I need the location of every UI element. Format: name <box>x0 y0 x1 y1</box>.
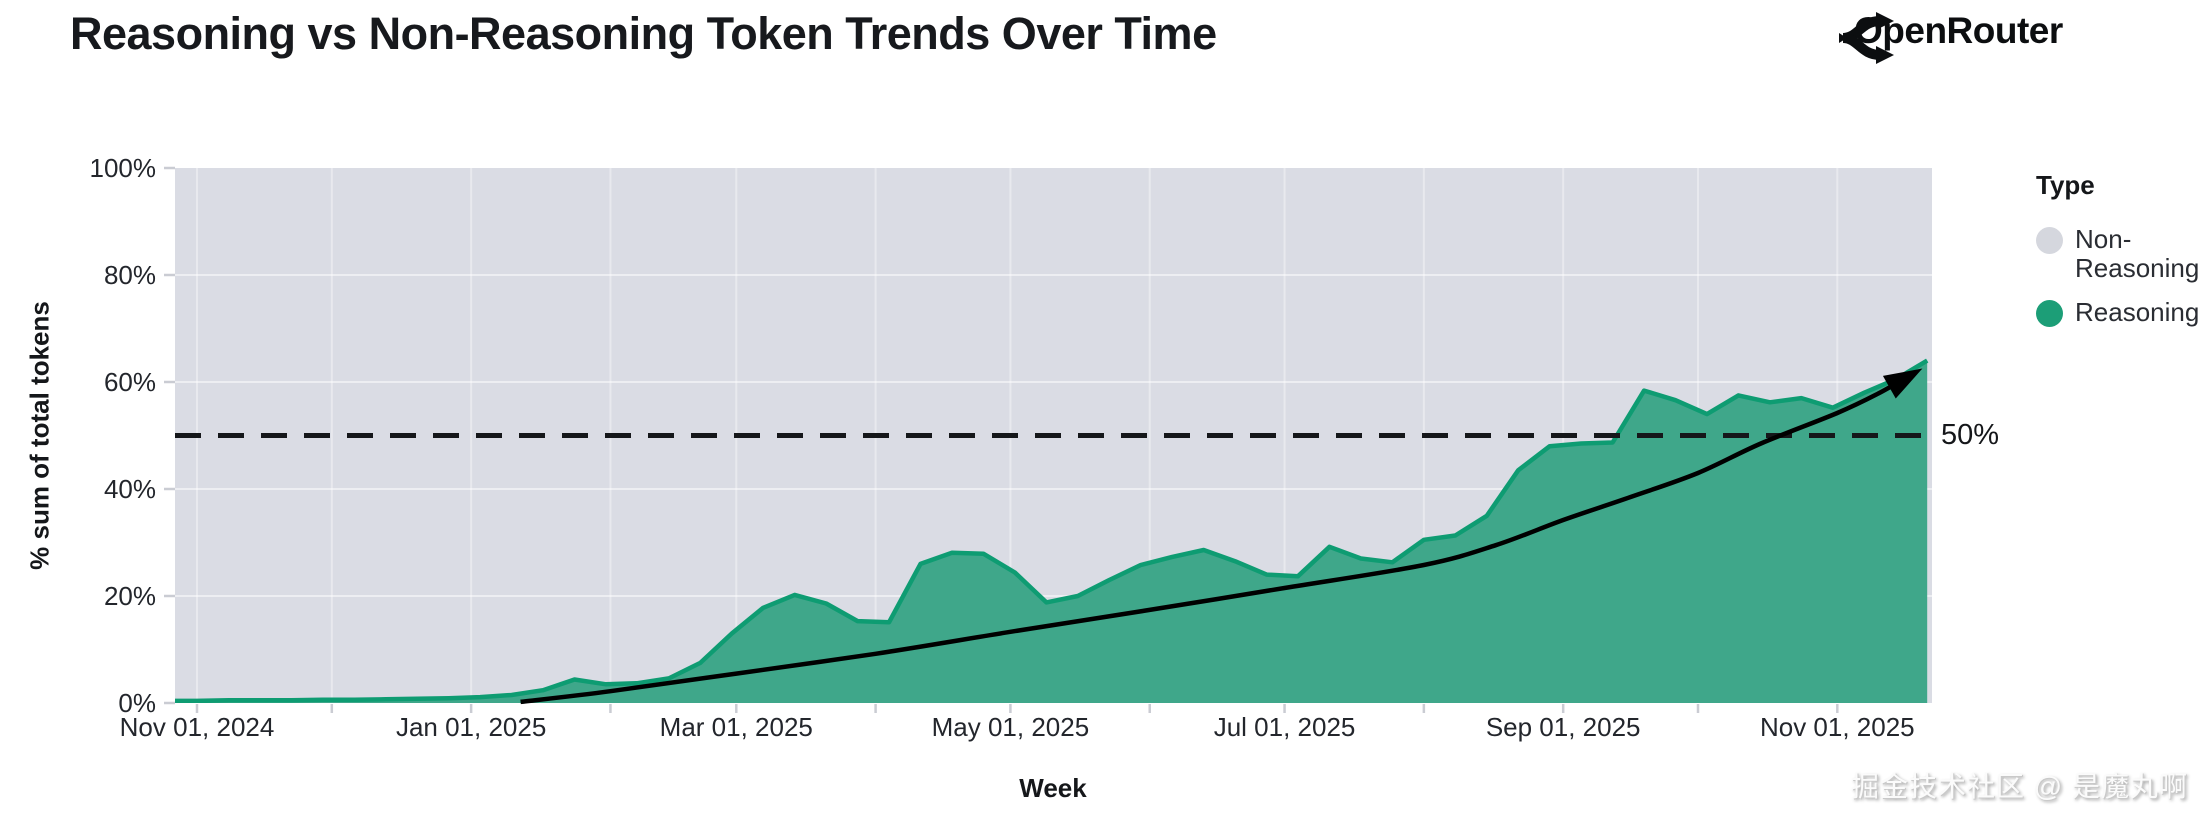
watermark: 掘金技术社区 @ 是魔丸啊 <box>1851 771 2188 802</box>
x-tick-label: Jul 01, 2025 <box>1213 712 1356 742</box>
y-tick-label: 0% <box>118 688 156 718</box>
legend-label: Reasoning <box>2075 297 2200 328</box>
legend: Type Non-Reasoning Reasoning <box>2036 170 2200 343</box>
y-tick-label: 40% <box>103 474 156 504</box>
page-title: Reasoning vs Non-Reasoning Token Trends … <box>70 8 1217 59</box>
y-tick-label: 100% <box>89 153 157 183</box>
y-tick-label: 20% <box>103 581 156 611</box>
trend-curve <box>520 371 1915 705</box>
y-tick-label: 60% <box>103 367 156 397</box>
legend-item: Reasoning <box>2036 297 2200 328</box>
legend-swatch-icon <box>2036 227 2063 254</box>
trend-arrowhead <box>1882 368 1923 399</box>
x-tick-label: May 01, 2025 <box>931 712 1090 742</box>
x-axis-title: Week <box>1019 773 1087 803</box>
x-tick-label: Jan 01, 2025 <box>395 712 547 742</box>
brand-name: OpenRouter <box>1854 10 2063 51</box>
y-axis-title: % sum of total tokens <box>24 301 55 570</box>
fifty-percent-annotation: 50% <box>1941 418 2000 451</box>
x-tick-label: Nov 01, 2025 <box>1759 712 1915 742</box>
legend-title: Type <box>2036 170 2095 200</box>
legend-item: Non-Reasoning <box>2036 224 2200 283</box>
reasoning-area <box>175 360 1928 703</box>
y-tick-label: 80% <box>103 260 156 290</box>
legend-label: Non-Reasoning <box>2075 224 2200 283</box>
brand: OpenRouter <box>1838 10 2063 64</box>
legend-items: Non-Reasoning Reasoning <box>2036 224 2200 328</box>
x-tick-label: Mar 01, 2025 <box>659 712 813 742</box>
legend-swatch-icon <box>2036 300 2063 328</box>
x-tick-label: Sep 01, 2025 <box>1485 712 1641 742</box>
x-tick-label: Nov 01, 2024 <box>119 712 275 742</box>
reasoning-line <box>175 358 1929 703</box>
